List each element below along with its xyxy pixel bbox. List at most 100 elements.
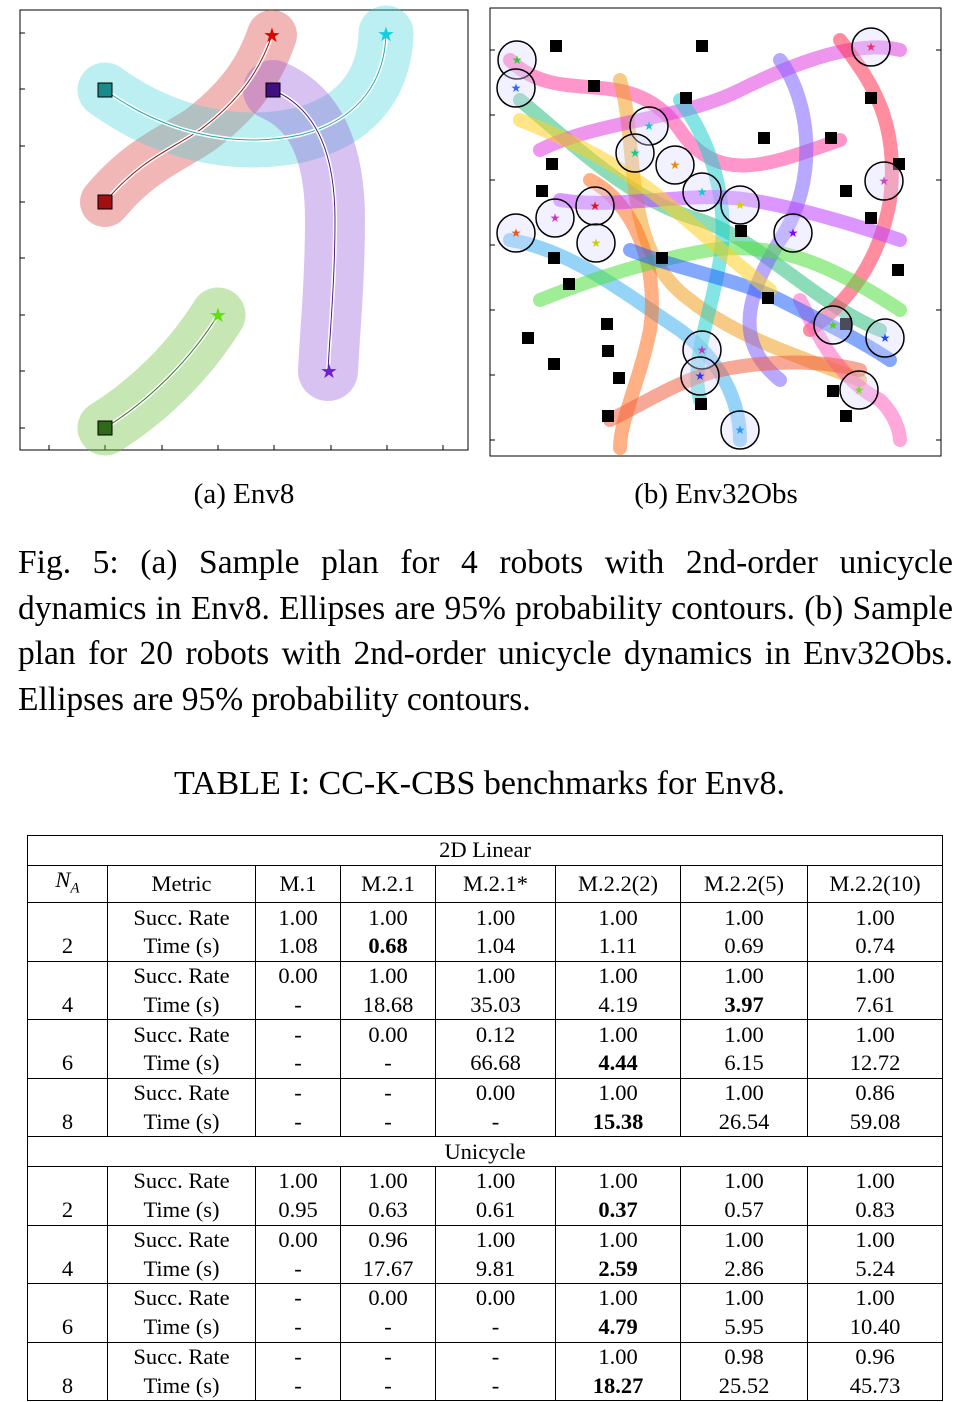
table-cell: 12.72 bbox=[806, 1049, 944, 1079]
na-value: 4 bbox=[27, 1254, 108, 1285]
table-cell: - bbox=[340, 1049, 436, 1079]
table-cell: 1.04 bbox=[435, 932, 556, 962]
figure-caption: Fig. 5: (a) Sample plan for 4 robots wit… bbox=[18, 544, 953, 718]
table-header-cell: M.1 bbox=[255, 865, 341, 904]
svg-text:★: ★ bbox=[511, 81, 522, 95]
table-row: 6 Time (s) - -66.68 4.44 6.15 12.72 bbox=[27, 1049, 944, 1079]
table-row: 2 Time (s) 1.08 0.68 1.04 1.11 0.69 0.74 bbox=[27, 932, 944, 962]
table-row: Succ. Rate 0.00 0.96 1.00 1.00 1.00 1.00 bbox=[27, 1225, 944, 1255]
table-cell: 1.00 bbox=[680, 1283, 808, 1313]
metric-label: Succ. Rate bbox=[107, 1283, 256, 1313]
table-row: 8 Time (s) - - -18.27 25.52 45.73 bbox=[27, 1371, 944, 1402]
table-cell: 1.00 bbox=[680, 1019, 808, 1049]
table-cell: - bbox=[435, 1371, 556, 1402]
metric-label: Time (s) bbox=[107, 1371, 256, 1402]
na-value bbox=[27, 1078, 108, 1108]
table-cell: 1.00 bbox=[680, 902, 808, 932]
table-cell: - bbox=[255, 1019, 341, 1049]
start-marker-green bbox=[97, 420, 113, 436]
table-cell: 1.00 bbox=[555, 1019, 681, 1049]
table-cell: 0.86 bbox=[806, 1078, 944, 1108]
svg-text:★: ★ bbox=[735, 198, 746, 212]
table-cell: 0.12 bbox=[435, 1019, 556, 1049]
table-cell: 1.00 bbox=[435, 961, 556, 991]
table-cell: - bbox=[340, 1078, 436, 1108]
table-cell: 0.00 bbox=[255, 961, 341, 991]
metric-label: Succ. Rate bbox=[107, 1225, 256, 1255]
table-cell: - bbox=[255, 1371, 341, 1402]
metric-label: Succ. Rate bbox=[107, 902, 256, 932]
table-cell: 1.00 bbox=[555, 1078, 681, 1108]
table-cell: 6.15 bbox=[680, 1049, 808, 1079]
na-value bbox=[27, 1283, 108, 1313]
table-row: Succ. Rate -0.00 0.00 1.00 1.00 1.00 bbox=[27, 1283, 944, 1313]
table-cell: - bbox=[255, 1049, 341, 1079]
table-row: Succ. Rate - - -1.00 0.98 0.96 bbox=[27, 1342, 944, 1372]
table-cell: 0.00 bbox=[255, 1225, 341, 1255]
table-header-cell: M.2.1* bbox=[435, 865, 556, 904]
table-cell: 0.00 bbox=[340, 1283, 436, 1313]
table-cell: 0.69 bbox=[680, 932, 808, 962]
table-cell: 0.00 bbox=[435, 1078, 556, 1108]
goal-marker-red: ★ bbox=[263, 25, 281, 47]
table-cell: 18.68 bbox=[340, 990, 436, 1021]
table-cell: 9.81 bbox=[435, 1254, 556, 1285]
table-header-cell: M.2.2(2) bbox=[555, 865, 681, 904]
table-cell: - bbox=[340, 1312, 436, 1343]
table-cell: 0.68 bbox=[340, 932, 436, 962]
table-cell: 1.00 bbox=[806, 1225, 944, 1255]
subcaption-env8: (a) Env8 bbox=[193, 478, 295, 510]
svg-text:★: ★ bbox=[511, 226, 522, 240]
svg-text:★: ★ bbox=[630, 146, 641, 160]
table-cell: 1.00 bbox=[435, 1225, 556, 1255]
table-cell: - bbox=[340, 1107, 436, 1138]
table-cell: - bbox=[340, 1371, 436, 1402]
table-cell: - bbox=[340, 1342, 436, 1372]
table-cell: 15.38 bbox=[555, 1107, 681, 1138]
table-cell: 5.95 bbox=[680, 1312, 808, 1343]
env8-plot: ★ ★ ★ ★ bbox=[19, 5, 469, 456]
table-section-title: 2D Linear bbox=[26, 835, 944, 866]
table-cell: 2.59 bbox=[555, 1254, 681, 1285]
subcaption-env32obs: (b) Env32Obs bbox=[634, 478, 798, 510]
table-row: 8 Time (s) - - -15.38 26.54 59.08 bbox=[27, 1107, 944, 1138]
table-row: Succ. Rate 1.00 1.00 1.00 1.00 1.00 1.00 bbox=[27, 902, 944, 932]
table-cell: 45.73 bbox=[806, 1371, 944, 1402]
table-cell: 59.08 bbox=[806, 1107, 944, 1138]
table-cell: 1.00 bbox=[680, 1166, 808, 1196]
svg-text:★: ★ bbox=[788, 226, 799, 240]
table-cell: 4.44 bbox=[555, 1049, 681, 1079]
table-cell: 1.00 bbox=[435, 902, 556, 932]
svg-text:★: ★ bbox=[880, 331, 891, 345]
table-cell: - bbox=[435, 1107, 556, 1138]
svg-text:★: ★ bbox=[591, 236, 602, 250]
table-cell: 1.00 bbox=[435, 1166, 556, 1196]
table-row: Succ. Rate -0.00 0.12 1.00 1.00 1.00 bbox=[27, 1019, 944, 1049]
table-cell: - bbox=[255, 1342, 341, 1372]
svg-text:★: ★ bbox=[550, 211, 561, 225]
header-na: NA bbox=[27, 865, 108, 904]
svg-text:★: ★ bbox=[879, 174, 890, 188]
svg-text:★: ★ bbox=[828, 318, 839, 332]
table-cell: 1.00 bbox=[255, 1166, 341, 1196]
table-cell: 1.00 bbox=[680, 961, 808, 991]
table-cell: 7.61 bbox=[806, 990, 944, 1021]
table-cell: 1.00 bbox=[340, 1166, 436, 1196]
table-cell: 1.11 bbox=[555, 932, 681, 962]
goal-marker-green: ★ bbox=[209, 305, 227, 327]
table-cell: - bbox=[435, 1342, 556, 1372]
table-header-cell: M.2.1 bbox=[340, 865, 436, 904]
table-cell: - bbox=[255, 990, 341, 1021]
na-value bbox=[27, 1225, 108, 1255]
table-cell: 66.68 bbox=[435, 1049, 556, 1079]
table-cell: 0.96 bbox=[806, 1342, 944, 1372]
na-value: 8 bbox=[27, 1107, 108, 1138]
start-marker-red bbox=[97, 194, 113, 210]
table-cell: 1.00 bbox=[555, 1342, 681, 1372]
table-cell: 1.00 bbox=[255, 902, 341, 932]
table-cell: 1.00 bbox=[555, 961, 681, 991]
table-cell: - bbox=[255, 1254, 341, 1285]
table-cell: 3.97 bbox=[680, 990, 808, 1021]
table-row: 2 Time (s) 0.95 0.63 0.61 0.37 0.57 0.83 bbox=[27, 1195, 944, 1226]
table-cell: 0.37 bbox=[555, 1195, 681, 1226]
